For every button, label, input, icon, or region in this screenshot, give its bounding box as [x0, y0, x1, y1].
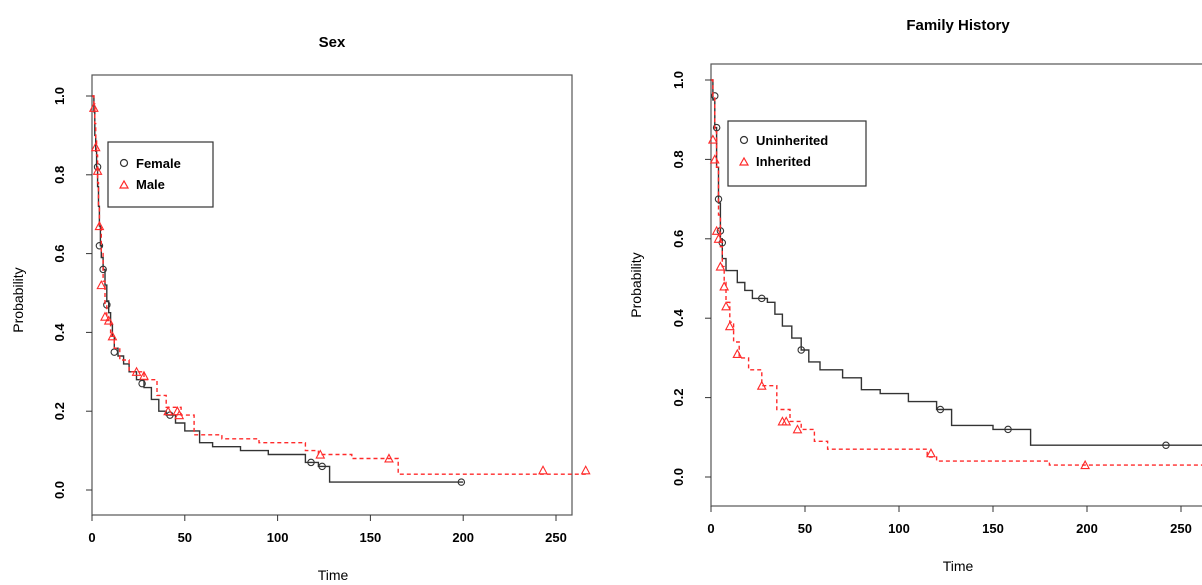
censor-marker-inherited	[926, 448, 936, 458]
chart-sex: Sex Time Probability 0 50 100 150 200 250 0.0…	[10, 34, 591, 583]
x-tick-label: 250	[545, 530, 567, 545]
x-axis-label: Time	[943, 558, 974, 574]
censor-marker-male	[96, 279, 107, 290]
x-tick-label: 0	[88, 530, 95, 545]
legend-label-female: Female	[136, 156, 181, 171]
censor-marker-inherited	[1080, 459, 1091, 470]
censor-marker-male	[163, 406, 174, 416]
censor-marker-inherited	[715, 261, 726, 271]
chart-title: Family History	[906, 17, 1010, 34]
censor-marker-inherited	[756, 380, 767, 390]
chart-family-history: Family History Time Probability 0 50 100 15…	[628, 17, 1202, 574]
censor-marker-inherited	[707, 134, 718, 144]
censor-marker-female	[457, 478, 466, 486]
y-tick-label: 0.8	[52, 166, 67, 184]
x-tick-label: 150	[982, 521, 1004, 536]
x-tick-label: 100	[888, 521, 910, 536]
series-line-uninherited	[711, 79, 1202, 446]
y-tick-label: 0.0	[671, 468, 686, 486]
legend-marker-uninherited	[739, 135, 749, 145]
censor-marker-inherited	[724, 320, 735, 331]
y-axis-label: Probability	[628, 252, 644, 317]
censor-marker-female	[110, 348, 119, 356]
y-tick-label: 1.0	[52, 87, 67, 105]
legend-marker-male	[118, 179, 130, 189]
y-tick-label: 0.2	[52, 402, 67, 420]
censor-marker-male	[580, 465, 591, 475]
censor-marker-uninherited	[797, 346, 805, 354]
y-tick-label: 0.4	[671, 308, 686, 327]
legend: Uninherited Inherited	[727, 120, 867, 187]
censor-marker-uninherited	[758, 294, 766, 303]
x-axis-label: Time	[318, 567, 349, 583]
y-tick-label: 0.6	[671, 230, 686, 248]
censor-marker-male	[94, 220, 105, 231]
x-tick-label: 200	[452, 530, 474, 545]
censor-marker-inherited	[732, 348, 743, 358]
legend-label-male: Male	[136, 177, 165, 192]
censor-marker-inherited	[781, 416, 792, 426]
y-axis-ticks: 0.0 0.2 0.4 0.6 0.8 1.0	[671, 71, 711, 486]
censor-marker-female	[95, 241, 104, 250]
censor-marker-male	[538, 465, 548, 475]
censor-marker-uninherited	[1162, 441, 1170, 449]
censor-marker-inherited	[711, 225, 722, 235]
legend-marker-female	[119, 158, 129, 168]
censor-marker-inherited	[792, 424, 803, 434]
censor-marker-male	[131, 366, 142, 376]
y-axis-label: Probability	[10, 267, 26, 332]
censor-marker-female	[307, 458, 315, 467]
censor-marker-female	[99, 265, 107, 274]
censor-marker-inherited	[709, 154, 720, 164]
censor-marker-male	[139, 370, 149, 380]
censor-marker-inherited	[719, 281, 730, 291]
x-tick-label: 100	[267, 530, 289, 545]
chart-title: Sex	[319, 34, 346, 51]
x-tick-label: 50	[178, 530, 192, 545]
series-line-inherited	[711, 79, 1202, 466]
censor-marker-uninherited	[712, 123, 721, 132]
plot-frame	[710, 63, 1202, 507]
legend-label-uninherited: Uninherited	[756, 133, 828, 148]
censor-marker-male	[92, 165, 103, 175]
legend-box	[727, 120, 867, 187]
y-tick-label: 0.0	[52, 481, 67, 499]
plot-frame	[91, 74, 573, 516]
censor-marker-male	[315, 449, 326, 459]
censor-marker-uninherited	[936, 405, 945, 414]
legend-box	[107, 141, 214, 208]
censor-marker-uninherited	[1004, 425, 1012, 434]
x-axis-ticks: 0 50 100 150 200 250	[88, 515, 567, 545]
y-axis-ticks: 0.0 0.2 0.4 0.6 0.8 1.0	[52, 87, 92, 499]
y-tick-label: 1.0	[671, 71, 686, 89]
censor-marker-male	[90, 142, 101, 152]
x-tick-label: 250	[1170, 521, 1192, 536]
censor-marker-female	[138, 379, 146, 388]
x-tick-label: 150	[360, 530, 382, 545]
censor-marker-male	[384, 453, 394, 463]
censor-marker-male	[174, 409, 185, 420]
legend: Female Male	[107, 141, 214, 208]
y-tick-label: 0.8	[671, 150, 686, 168]
legend-marker-inherited	[738, 156, 750, 166]
series-layer	[88, 95, 591, 486]
censor-marker-inherited	[713, 233, 724, 243]
censor-marker-male	[100, 311, 110, 321]
censor-marker-inherited	[721, 301, 731, 311]
x-tick-label: 0	[707, 521, 714, 536]
series-line-male	[92, 95, 588, 475]
censor-marker-male	[103, 315, 114, 325]
y-tick-label: 0.2	[671, 389, 686, 407]
x-tick-label: 50	[798, 521, 812, 536]
censor-marker-female	[318, 462, 326, 471]
legend-label-inherited: Inherited	[756, 154, 811, 169]
x-tick-label: 200	[1076, 521, 1098, 536]
censor-marker-male	[88, 102, 99, 112]
x-axis-ticks: 0 50 100 150 200 250	[707, 506, 1192, 536]
censor-marker-male	[107, 331, 118, 341]
series-layer	[707, 79, 1202, 470]
y-tick-label: 0.6	[52, 245, 67, 263]
y-tick-label: 0.4	[52, 323, 67, 342]
